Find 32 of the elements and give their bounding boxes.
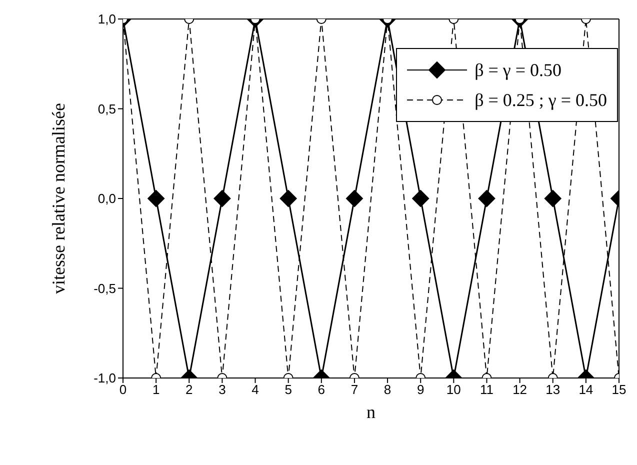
x-tick-label: 5: [284, 382, 292, 398]
x-tick-label: 8: [384, 382, 392, 398]
point: [280, 190, 297, 207]
x-tick-label: 0: [119, 382, 127, 398]
x-tick-label: 3: [218, 382, 226, 398]
point: [478, 190, 496, 207]
x-tick-label: 14: [578, 382, 594, 398]
x-tick-label: 12: [512, 382, 528, 398]
x-tick-label: 13: [546, 382, 560, 398]
y-tick-label: 1,0: [98, 12, 116, 27]
x-tick-label: 10: [446, 382, 461, 398]
y-tick-label: 0,0: [98, 191, 116, 206]
y-tick-label: -0,5: [94, 280, 116, 296]
point: [214, 190, 231, 207]
point: [346, 190, 363, 207]
legend-label: β = 0.25 ; γ = 0.50: [474, 90, 607, 110]
x-tick-label: 4: [252, 382, 259, 398]
y-axis-title: vitesse relative normalisée: [48, 103, 68, 294]
point: [412, 190, 430, 207]
x-axis-title: n: [366, 402, 376, 422]
x-tick-label: 6: [318, 382, 326, 398]
x-tick-label: 2: [186, 382, 193, 398]
x-tick-label: 11: [480, 382, 494, 398]
x-tick-label: 9: [416, 382, 424, 398]
point: [148, 190, 165, 207]
point: [544, 190, 562, 207]
y-tick-label: -1,0: [94, 370, 116, 386]
x-tick-label: 1: [152, 382, 160, 398]
x-tick-label: 15: [612, 382, 626, 398]
legend-label: β = γ = 0.50: [474, 60, 562, 80]
x-tick-label: 7: [350, 382, 358, 398]
y-tick-label: 0,5: [98, 101, 116, 116]
